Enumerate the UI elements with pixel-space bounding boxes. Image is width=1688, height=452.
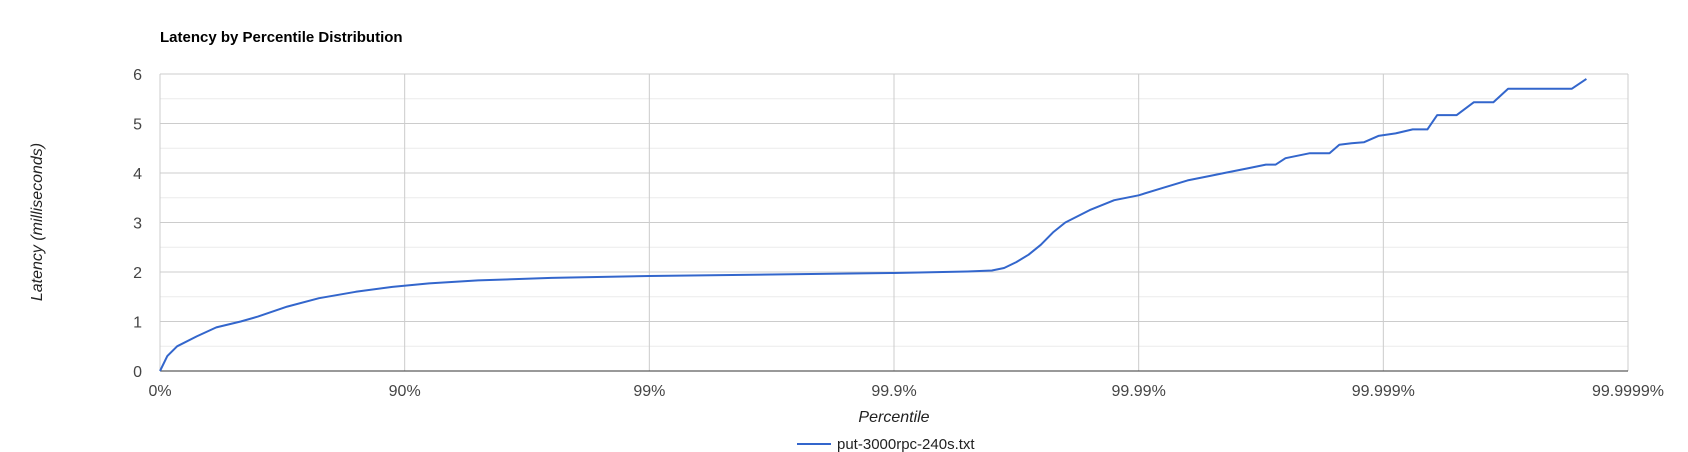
y-axis-ticks: 0 1 2 3 4 5 6 (133, 67, 142, 381)
y-tick-label: 6 (133, 67, 142, 84)
chart-title: Latency by Percentile Distribution (160, 29, 403, 46)
legend-label: put-3000rpc-240s.txt (837, 436, 975, 452)
x-axis-ticks: 0% 90% 99% 99.9% 99.99% 99.999% 99.9999% (148, 383, 1664, 400)
y-tick-label: 1 (133, 315, 142, 332)
x-tick-label: 99.999% (1352, 383, 1415, 400)
y-tick-label: 3 (133, 216, 142, 233)
x-tick-label: 0% (148, 383, 171, 400)
series-line (159, 78, 1587, 372)
y-axis-title: Latency (milliseconds) (29, 143, 46, 301)
x-axis-title: Percentile (858, 409, 929, 426)
chart-gridlines (159, 73, 1629, 371)
legend: put-3000rpc-240s.txt (797, 436, 975, 452)
y-tick-label: 0 (133, 364, 142, 381)
chart-series (159, 78, 1587, 372)
x-tick-label: 99.9999% (1592, 383, 1664, 400)
x-tick-label: 90% (389, 383, 421, 400)
x-tick-label: 99.99% (1112, 383, 1166, 400)
y-tick-label: 5 (133, 117, 142, 134)
y-tick-label: 4 (133, 166, 142, 183)
y-tick-label: 2 (133, 265, 142, 282)
x-tick-label: 99.9% (871, 383, 916, 400)
x-tick-label: 99% (633, 383, 665, 400)
